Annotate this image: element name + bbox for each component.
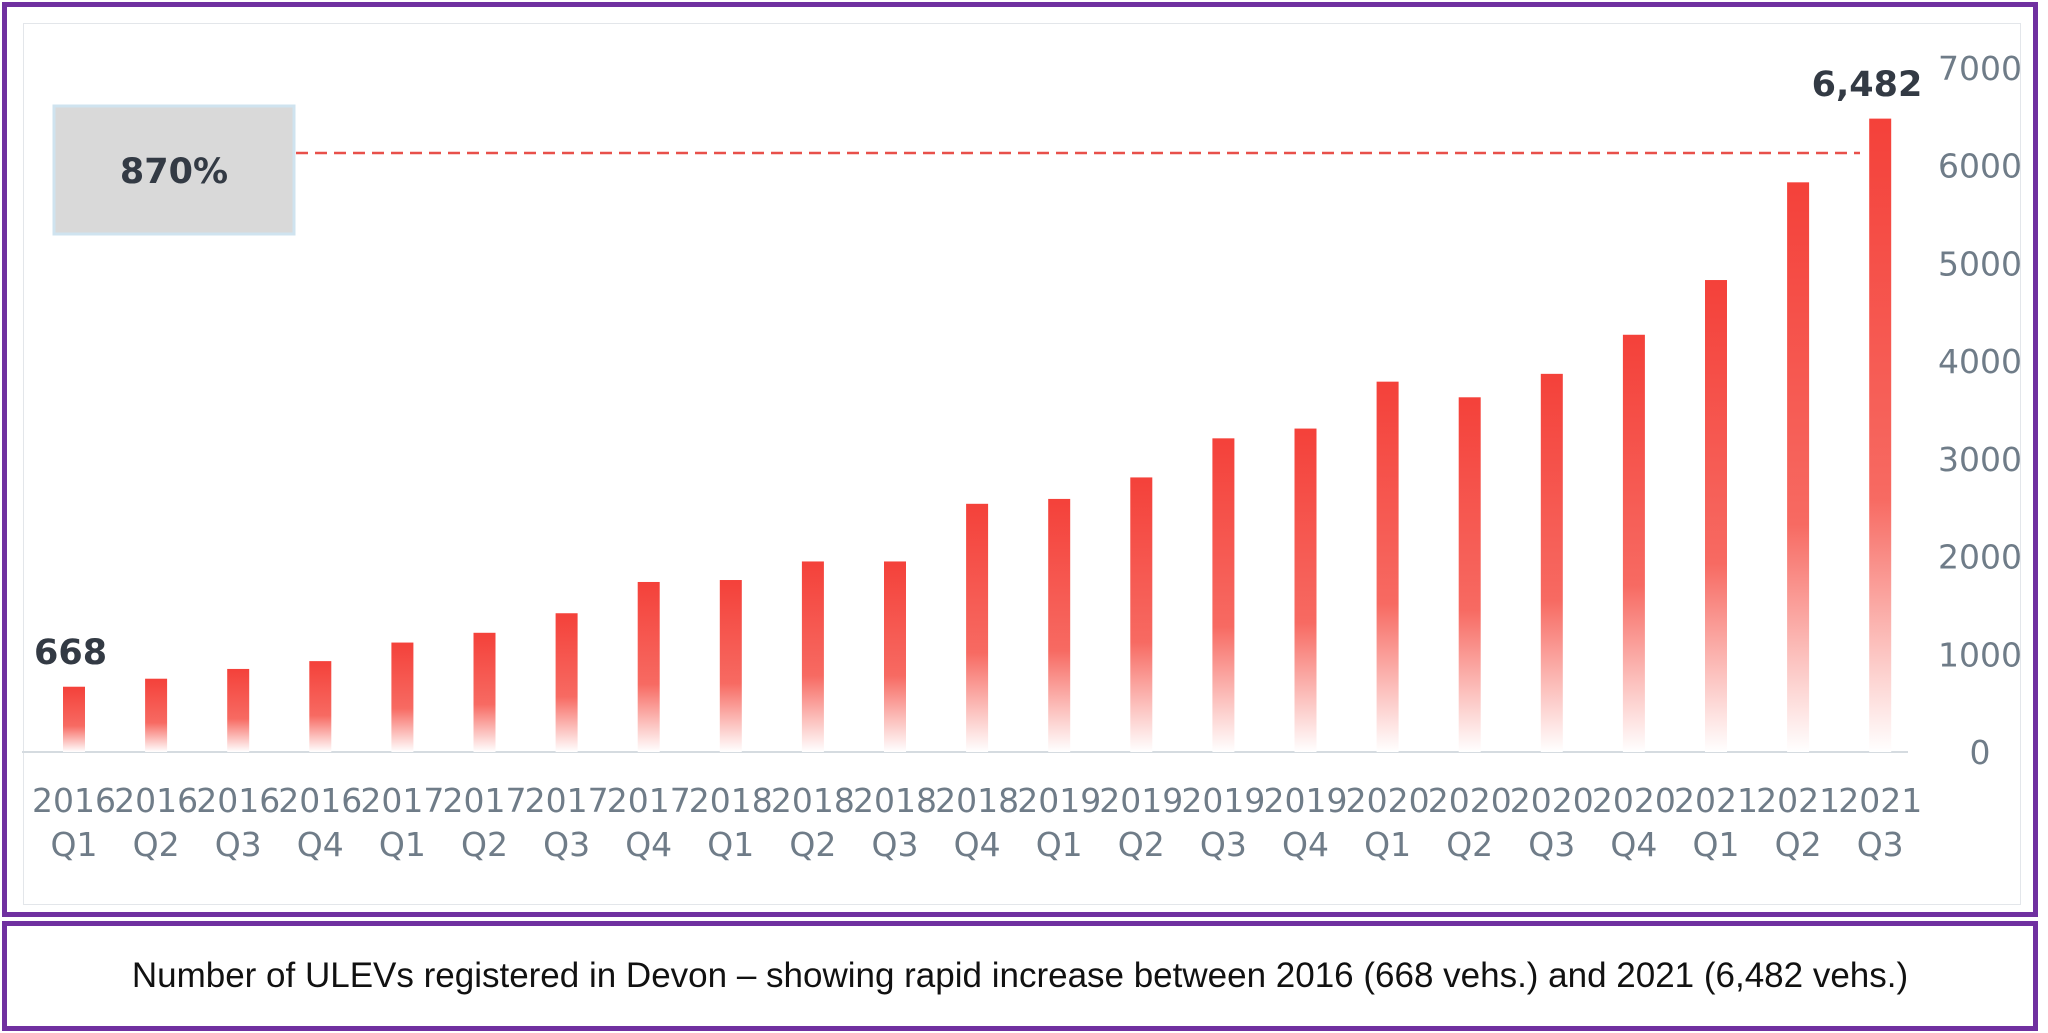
y-tick-label: 5000 (1938, 244, 2022, 283)
bar (884, 561, 906, 752)
x-tick-quarter: Q4 (297, 825, 344, 864)
bar (1869, 118, 1892, 753)
x-tick-year: 2020 (1346, 781, 1430, 820)
bar (1622, 334, 1645, 752)
bar (309, 661, 332, 752)
y-tick-label: 0 (1970, 733, 1991, 772)
x-tick-year: 2019 (1017, 781, 1101, 820)
x-tick-quarter: Q3 (872, 825, 919, 864)
y-tick-label: 4000 (1938, 342, 2022, 381)
x-tick-year: 2018 (689, 781, 773, 820)
x-tick-year: 2016 (32, 781, 116, 820)
bar (1540, 373, 1563, 752)
x-tick-quarter: Q1 (707, 825, 754, 864)
x-tick-quarter: Q2 (789, 825, 836, 864)
percent-label: 870% (120, 152, 228, 192)
x-tick-year: 2016 (278, 781, 362, 820)
x-tick-quarter: Q2 (1118, 825, 1165, 864)
x-tick-quarter: Q1 (1693, 825, 1740, 864)
x-tick-quarter: Q4 (1610, 825, 1657, 864)
bar (1130, 477, 1153, 752)
bar (227, 668, 250, 752)
bar (1458, 397, 1481, 752)
bar (1048, 498, 1071, 752)
x-tick-year: 2019 (1099, 781, 1183, 820)
x-tick-year: 2019 (1264, 781, 1348, 820)
y-tick-label: 7000 (1938, 49, 2022, 88)
x-tick-quarter: Q4 (954, 825, 1001, 864)
bar (63, 686, 85, 752)
x-tick-year: 2017 (607, 781, 691, 820)
x-tick-year: 2021 (1674, 781, 1758, 820)
x-tick-quarter: Q1 (1364, 825, 1411, 864)
x-tick-quarter: Q2 (1775, 825, 1822, 864)
x-tick-year: 2018 (853, 781, 937, 820)
bar (719, 580, 742, 752)
x-tick-year: 2020 (1428, 781, 1512, 820)
x-tick-year: 2017 (443, 781, 527, 820)
x-tick-quarter: Q1 (51, 825, 98, 864)
x-tick-quarter: Q3 (543, 825, 590, 864)
first-value-label: 668 (34, 633, 107, 673)
x-tick-year: 2018 (935, 781, 1019, 820)
x-tick-year: 2016 (114, 781, 198, 820)
bar (1294, 428, 1317, 752)
last-value-label: 6,482 (1812, 65, 1923, 105)
bar (1212, 438, 1235, 752)
x-tick-quarter: Q4 (625, 825, 672, 864)
chart-frame (2, 2, 2038, 917)
x-tick-quarter: Q1 (379, 825, 426, 864)
bar (473, 632, 496, 752)
bar (391, 642, 414, 752)
bar (1376, 381, 1399, 752)
x-tick-quarter: Q2 (1446, 825, 1493, 864)
x-tick-year: 2017 (360, 781, 444, 820)
percent-box (52, 104, 296, 236)
bar-chart: 0 1000 2000 3000 4000 5000 6000 7000 2016 Q1 2016… (22, 49, 2022, 864)
bar (145, 678, 168, 752)
x-tick-quarter: Q3 (1857, 825, 1904, 864)
x-tick-year: 2020 (1510, 781, 1594, 820)
bar (555, 613, 578, 752)
x-tick-year: 2017 (525, 781, 609, 820)
caption-frame: Number of ULEVs registered in Devon – sh… (2, 921, 2038, 1031)
x-tick-year: 2020 (1592, 781, 1676, 820)
x-tick-quarter: Q3 (215, 825, 262, 864)
y-tick-label: 6000 (1938, 147, 2022, 186)
x-tick-quarter: Q1 (1036, 825, 1083, 864)
x-tick-quarter: Q3 (1528, 825, 1575, 864)
x-tick-quarter: Q3 (1200, 825, 1247, 864)
x-tick-year: 2019 (1181, 781, 1265, 820)
y-tick-label: 2000 (1938, 538, 2022, 577)
y-tick-label: 1000 (1938, 635, 2022, 674)
x-tick-year: 2016 (196, 781, 280, 820)
chart-panel (23, 23, 2021, 905)
bar (1705, 280, 1727, 752)
bar (801, 561, 824, 752)
y-tick-label: 3000 (1938, 440, 2022, 479)
x-tick-quarter: Q2 (461, 825, 508, 864)
x-tick-year: 2021 (1756, 781, 1840, 820)
x-tick-quarter: Q2 (133, 825, 180, 864)
x-tick-quarter: Q4 (1282, 825, 1329, 864)
x-tick-year: 2018 (771, 781, 855, 820)
x-tick-year: 2021 (1838, 781, 1922, 820)
bar (966, 503, 989, 752)
chart-caption: Number of ULEVs registered in Devon – sh… (131, 956, 1909, 995)
bar (637, 581, 660, 752)
bar (1787, 182, 1810, 753)
